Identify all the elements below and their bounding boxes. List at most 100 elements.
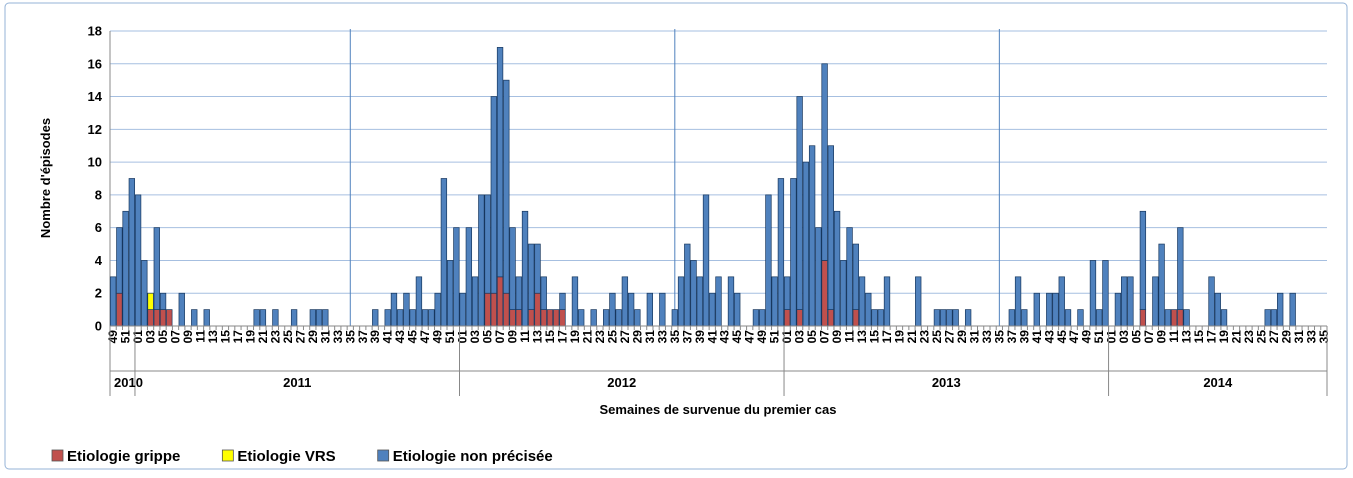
bar-segment <box>646 292 654 327</box>
x-tick-label: 07 <box>493 330 507 344</box>
bar-segment <box>465 227 473 327</box>
x-tick-label: 49 <box>431 330 445 344</box>
y-tick-label: 8 <box>95 187 102 202</box>
bar-segment <box>1052 292 1059 327</box>
y-tick-label: 2 <box>95 286 102 301</box>
bar-segment <box>1139 309 1147 327</box>
x-tick-label: 15 <box>1192 330 1206 344</box>
bar-segment <box>534 243 541 294</box>
bar-segment <box>1164 309 1172 327</box>
x-tick-label: 15 <box>868 330 882 344</box>
x-tick-label: 45 <box>406 330 420 344</box>
x-tick-label: 31 <box>643 330 657 344</box>
bar-segment <box>134 194 142 327</box>
bar-segment <box>709 292 716 327</box>
x-tick-label: 27 <box>618 330 632 344</box>
x-tick-label: 21 <box>580 330 594 344</box>
x-tick-label: 51 <box>1092 330 1106 344</box>
bar-segment <box>490 96 497 294</box>
x-tick-label: 09 <box>181 330 195 344</box>
bar-segment <box>715 276 722 327</box>
bar-segment <box>933 309 941 327</box>
bar-segment <box>865 292 872 327</box>
x-tick-label: 13 <box>855 330 869 344</box>
x-tick-label: 47 <box>1067 330 1081 344</box>
bar-segment <box>734 292 741 327</box>
y-tick-label: 4 <box>95 253 103 268</box>
x-tick-label: 49 <box>755 330 769 344</box>
legend-label: Etiologie VRS <box>237 448 335 465</box>
x-tick-label: 17 <box>1205 330 1219 344</box>
bar-segment <box>372 309 379 327</box>
bar-segment <box>1158 243 1165 327</box>
x-tick-label: 49 <box>1080 330 1094 344</box>
x-tick-label: 07 <box>169 330 183 344</box>
x-tick-label: 09 <box>506 330 520 344</box>
x-tick-label: 13 <box>531 330 545 344</box>
x-tick-label: 19 <box>1217 330 1231 344</box>
legend-label: Etiologie grippe <box>67 448 180 465</box>
bar-segment <box>783 309 791 327</box>
x-tick-label: 41 <box>381 330 395 344</box>
bar-segment <box>659 292 666 327</box>
bar-segment <box>821 63 828 261</box>
bar-segment <box>116 292 123 327</box>
bar-segment <box>178 292 185 327</box>
bar-segment <box>166 309 173 327</box>
y-tick-label: 10 <box>88 155 102 170</box>
bar-segment <box>627 292 635 327</box>
bar-segment <box>1220 309 1228 327</box>
bar-segment <box>1289 292 1296 327</box>
bar-segment <box>484 194 491 294</box>
bar-segment <box>690 260 697 327</box>
y-tick-label: 6 <box>95 220 102 235</box>
x-tick-label: 03 <box>468 330 482 344</box>
x-tick-label: 39 <box>693 330 707 344</box>
bar-segment <box>109 276 117 327</box>
bar-segment <box>147 309 154 327</box>
x-tick-label: 15 <box>543 330 557 344</box>
x-tick-label: 05 <box>805 330 819 344</box>
x-tick-label: 29 <box>1279 330 1293 344</box>
bar-segment <box>759 309 766 327</box>
x-tick-label: 25 <box>281 330 295 344</box>
x-group-label: 2014 <box>1203 375 1233 390</box>
bar-segment <box>915 276 922 327</box>
x-tick-label: 41 <box>705 330 719 344</box>
x-tick-label: 31 <box>967 330 981 344</box>
bar-segment <box>1127 276 1134 327</box>
x-tick-label: 15 <box>218 330 232 344</box>
bar-segment <box>821 260 828 327</box>
bar-segment <box>777 178 785 327</box>
bar-segment <box>827 309 834 327</box>
bar-segment <box>428 309 435 327</box>
bar-segment <box>696 276 703 327</box>
bar-segment <box>783 276 791 310</box>
x-tick-label: 29 <box>955 330 969 344</box>
bar-segment <box>1177 309 1184 327</box>
x-tick-label: 19 <box>892 330 906 344</box>
bar-segment <box>590 309 597 327</box>
x-tick-label: 33 <box>980 330 994 344</box>
x-tick-label: 23 <box>268 330 282 344</box>
x-tick-label: 05 <box>1130 330 1144 344</box>
bar-segment <box>796 96 803 310</box>
bar-segment <box>1046 292 1053 327</box>
x-tick-label: 35 <box>1317 330 1331 344</box>
bar-segment <box>1177 227 1184 310</box>
bar-segment <box>559 292 566 310</box>
y-tick-label: 14 <box>88 89 103 104</box>
x-tick-label: 31 <box>1292 330 1306 344</box>
x-tick-label: 23 <box>917 330 931 344</box>
bar-segment <box>952 309 959 327</box>
y-tick-label: 16 <box>88 56 102 71</box>
bar-segment <box>496 276 504 327</box>
x-tick-label: 25 <box>605 330 619 344</box>
bar-segment <box>122 210 129 327</box>
bar-segment <box>253 309 260 327</box>
x-tick-label: 35 <box>668 330 682 344</box>
bar-segment <box>840 260 847 327</box>
bar-segment <box>471 276 479 327</box>
bar-segment <box>503 292 510 327</box>
x-tick-label: 33 <box>331 330 345 344</box>
